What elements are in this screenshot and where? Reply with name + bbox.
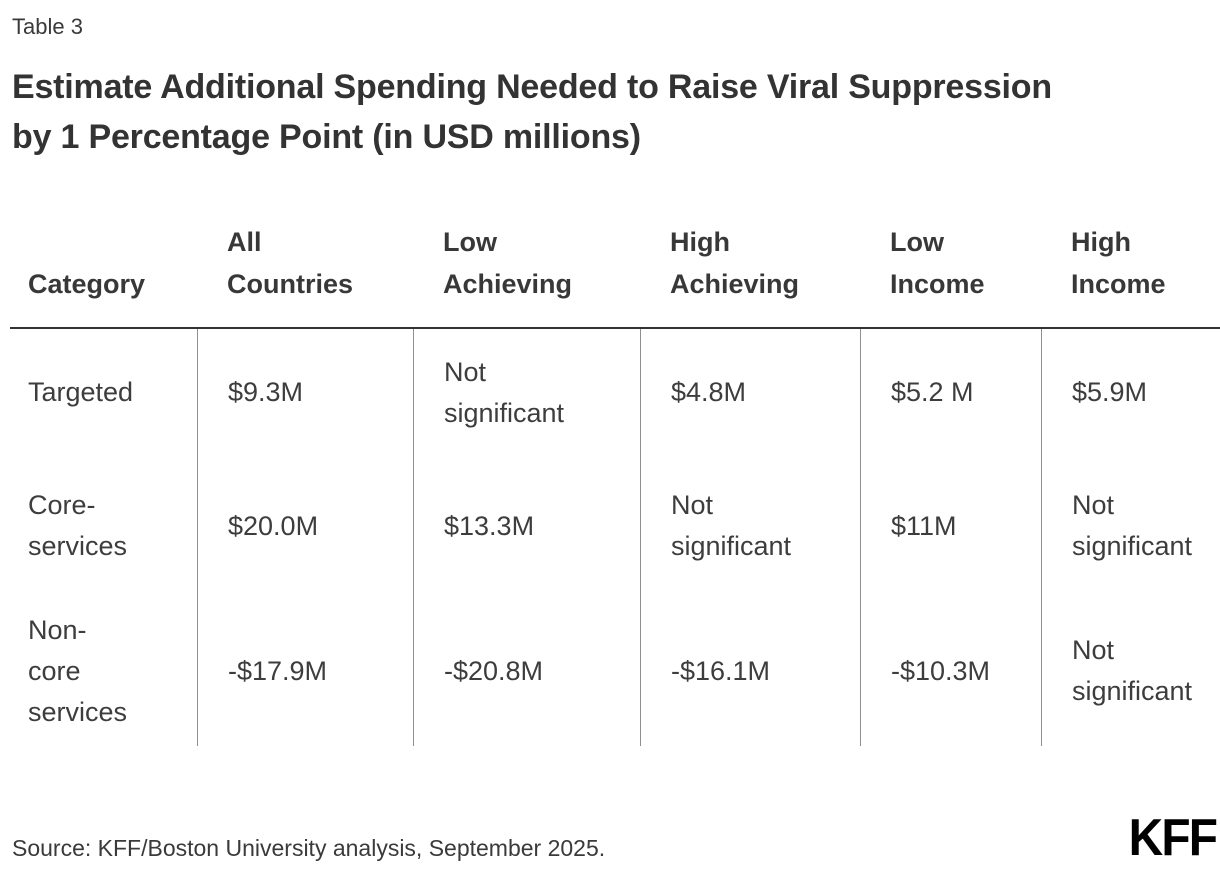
column-header-high-achieving: High Achieving [670,227,800,299]
column-header-high-income: High Income [1071,227,1166,299]
cell-core-services-low-achieving: $13.3M [413,456,640,596]
column-header-all-countries: All Countries [227,227,354,299]
figure-title: Estimate Additional Spending Needed to R… [12,68,1052,156]
row-label-non-core-services: Non- core services [28,614,128,727]
cell-core-services-high-income: Not significant [1041,456,1220,596]
cell-non-core-services-high-achieving: -$16.1M [640,596,860,746]
cell-non-core-services-low-income: -$10.3M [860,596,1041,746]
cell-targeted-high-income: $5.9M [1041,329,1220,456]
cell-non-core-services-all-countries: -$17.9M [197,596,413,746]
cell-targeted-high-achieving: $4.8M [640,329,860,456]
cell-core-services-high-achieving: Not significant [640,456,860,596]
source-note: Source: KFF/Boston University analysis, … [12,835,606,861]
cell-core-services-all-countries: $20.0M [197,456,413,596]
table-label: Table 3 [12,14,83,39]
cell-targeted-all-countries: $9.3M [197,329,413,456]
cell-targeted-low-achieving: Not significant [413,329,640,456]
data-table: Category All Countries Low Achieving Hig… [10,221,1220,746]
cell-non-core-services-high-income: Not significant [1041,596,1220,746]
cell-core-services-low-income: $11M [860,456,1041,596]
row-label-core-services: Core- services [28,490,128,561]
column-header-low-income: Low Income [890,227,985,299]
table-body: Targeted $9.3M Not significant $4.8M $5.… [10,329,1220,746]
kff-logo: KFF [1128,809,1218,867]
row-label-targeted: Targeted [28,377,134,407]
cell-targeted-low-income: $5.2 M [860,329,1041,456]
cell-non-core-services-low-achieving: -$20.8M [413,596,640,746]
column-header-low-achieving: Low Achieving [443,227,573,299]
table-header-row: Category All Countries Low Achieving Hig… [10,221,1220,329]
column-header-category: Category [28,269,146,299]
